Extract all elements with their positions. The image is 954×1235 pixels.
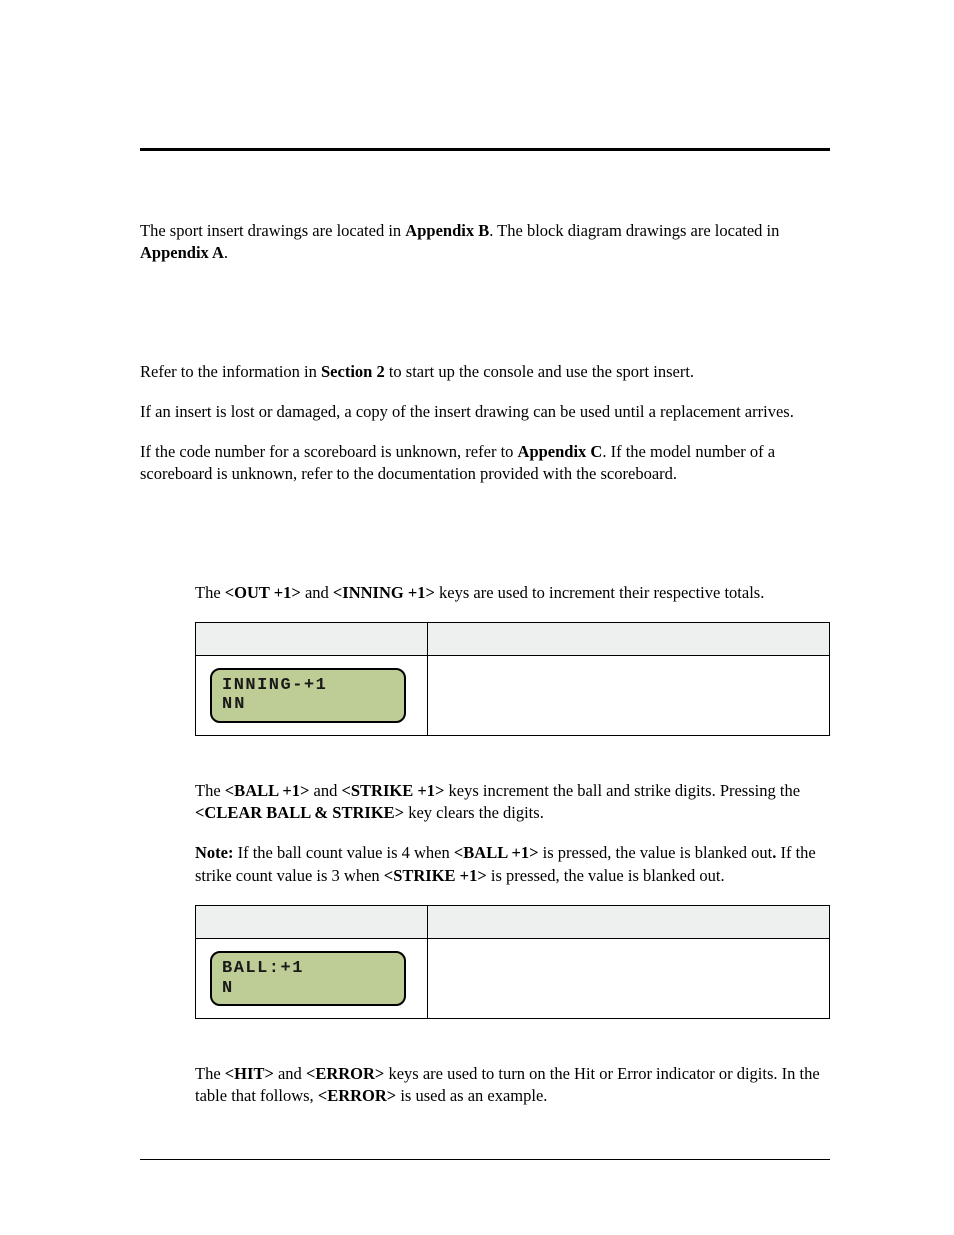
hit-key: <HIT>: [225, 1064, 274, 1083]
intro-paragraph-2: Refer to the information in Section 2 to…: [140, 361, 830, 383]
table-cell-empty: [427, 655, 829, 735]
text: The: [195, 583, 225, 602]
table-cell-lcd: BALL:+1 N: [196, 939, 428, 1019]
text: is pressed, the value is blanked out: [539, 843, 773, 862]
text: keys are used to increment their respect…: [435, 583, 764, 602]
strike-plus-1-key: <STRIKE +1>: [341, 781, 444, 800]
text: is used as an example.: [396, 1086, 547, 1105]
intro-paragraph-4: If the code number for a scoreboard is u…: [140, 441, 830, 486]
lcd-container: INNING-+1 NN: [196, 656, 427, 735]
lcd-display-inning: INNING-+1 NN: [210, 668, 406, 723]
table-cell-empty: [427, 939, 829, 1019]
lcd-display-ball: BALL:+1 N: [210, 951, 406, 1006]
text: .: [224, 243, 228, 262]
table-header-row: [196, 622, 830, 655]
ball-table: BALL:+1 N: [195, 905, 830, 1019]
appendix-b-ref: Appendix B: [405, 221, 489, 240]
spacer: [140, 1027, 830, 1063]
appendix-a-ref: Appendix A: [140, 243, 224, 262]
text: The: [195, 781, 225, 800]
ball-strike-note: Note: If the ball count value is 4 when …: [195, 842, 830, 887]
error-key: <ERROR>: [306, 1064, 384, 1083]
ball-plus-1-key: <BALL +1>: [225, 781, 310, 800]
inning-table: INNING-+1 NN: [195, 622, 830, 736]
table-header-row: [196, 906, 830, 939]
ball-plus-1-key: <BALL +1>: [454, 843, 539, 862]
inning-plus-1-key: <INNING +1>: [333, 583, 435, 602]
text: The sport insert drawings are located in: [140, 221, 405, 240]
text: . The block diagram drawings are located…: [489, 221, 779, 240]
table-header-cell: [196, 906, 428, 939]
clear-ball-strike-key: <CLEAR BALL & STRIKE>: [195, 803, 404, 822]
out-plus-1-key: <OUT +1>: [225, 583, 301, 602]
appendix-c-ref: Appendix C: [518, 442, 603, 461]
lcd-line-1: INNING-+1: [222, 676, 394, 696]
table-cell-lcd: INNING-+1 NN: [196, 655, 428, 735]
lcd-line-1: BALL:+1: [222, 959, 394, 979]
text: The: [195, 1064, 225, 1083]
content-area: The sport insert drawings are located in…: [140, 220, 830, 1108]
out-inning-description: The <OUT +1> and <INNING +1> keys are us…: [195, 582, 830, 604]
text: is pressed, the value is blanked out.: [487, 866, 725, 885]
text: key clears the digits.: [404, 803, 544, 822]
section-hit-error: The <HIT> and <ERROR> keys are used to t…: [195, 1063, 830, 1108]
note-label: Note:: [195, 843, 233, 862]
error-key: <ERROR>: [318, 1086, 396, 1105]
table-header-cell: [427, 622, 829, 655]
spacer: [140, 504, 830, 582]
page: The sport insert drawings are located in…: [0, 0, 954, 1235]
text: keys increment the ball and strike digit…: [444, 781, 800, 800]
text: If the code number for a scoreboard is u…: [140, 442, 518, 461]
top-rule: [140, 148, 830, 151]
section-out-inning: The <OUT +1> and <INNING +1> keys are us…: [195, 582, 830, 736]
text: and: [309, 781, 341, 800]
table-row: INNING-+1 NN: [196, 655, 830, 735]
text: If the ball count value is 4 when: [233, 843, 453, 862]
intro-paragraph-1: The sport insert drawings are located in…: [140, 220, 830, 265]
text: to start up the console and use the spor…: [385, 362, 694, 381]
text: and: [274, 1064, 306, 1083]
strike-plus-1-key: <STRIKE +1>: [384, 866, 487, 885]
table-row: BALL:+1 N: [196, 939, 830, 1019]
intro-paragraph-3: If an insert is lost or damaged, a copy …: [140, 401, 830, 423]
table-header-cell: [427, 906, 829, 939]
lcd-line-2: NN: [222, 695, 394, 715]
text: and: [301, 583, 333, 602]
hit-error-description: The <HIT> and <ERROR> keys are used to t…: [195, 1063, 830, 1108]
spacer: [140, 744, 830, 780]
bottom-rule: [140, 1159, 830, 1160]
section-2-ref: Section 2: [321, 362, 385, 381]
lcd-container: BALL:+1 N: [196, 939, 427, 1018]
section-ball-strike: The <BALL +1> and <STRIKE +1> keys incre…: [195, 780, 830, 1019]
spacer: [140, 283, 830, 361]
ball-strike-description: The <BALL +1> and <STRIKE +1> keys incre…: [195, 780, 830, 825]
text: Refer to the information in: [140, 362, 321, 381]
lcd-line-2: N: [222, 979, 394, 999]
table-header-cell: [196, 622, 428, 655]
